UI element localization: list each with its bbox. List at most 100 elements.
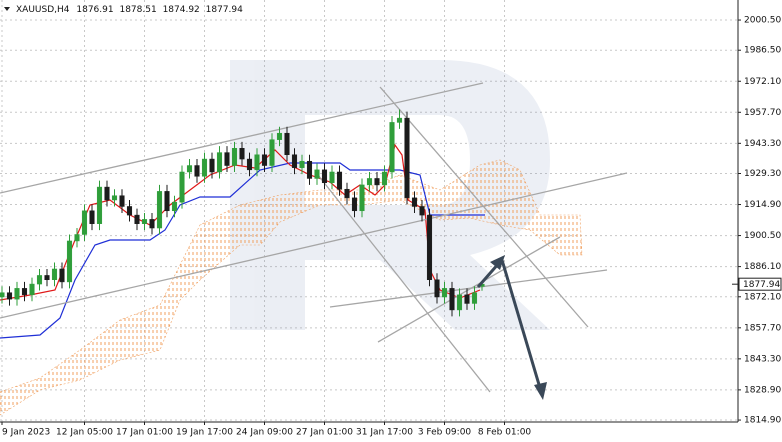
symbol: XAUUSD,H4: [16, 5, 70, 15]
candle-body: [239, 148, 245, 160]
x-tick-label: 8 Feb 01:00: [478, 428, 532, 438]
current-price-box: [738, 277, 782, 291]
x-tick-label: 3 Feb 09:00: [418, 428, 472, 438]
candle-body: [306, 160, 313, 179]
candle-body: [366, 178, 373, 186]
candle-body: [194, 165, 200, 177]
candle-body: [434, 279, 440, 298]
x-tick-label: 9 Jan 2023: [2, 428, 50, 438]
candle-body: [171, 201, 178, 212]
candle-body: [329, 171, 335, 184]
candle-body: [179, 171, 185, 203]
x-tick-label: 12 Jan 05:00: [56, 428, 113, 438]
y-tick-label: 1843.30: [744, 354, 781, 364]
candle-body: [141, 219, 148, 224]
candle-body: [216, 152, 223, 173]
candle-body: [81, 210, 88, 235]
y-tick-label: 1986.50: [744, 46, 781, 56]
candle-body: [51, 268, 58, 281]
x-tick-label: 17 Jan 01:00: [116, 428, 173, 438]
candle-body: [89, 210, 95, 224]
candle-body: [6, 292, 13, 300]
y-tick-label: 1957.70: [744, 108, 781, 118]
candle-body: [29, 283, 35, 296]
candle-body: [471, 292, 478, 304]
candle-body: [66, 240, 73, 283]
candle-body: [36, 275, 43, 285]
candle-body: [156, 191, 163, 229]
x-tick-label: 27 Jan 01:00: [296, 428, 353, 438]
candle-body: [74, 234, 80, 242]
y-tick-label: 1929.30: [744, 169, 781, 179]
current-price-label: 1877.94: [743, 280, 780, 290]
candle-body: [456, 294, 463, 311]
candle-body: [419, 206, 425, 216]
candle-body: [254, 154, 260, 171]
candle-body: [96, 186, 103, 224]
candle-body: [126, 206, 133, 216]
candle-body: [411, 197, 418, 207]
candle-body: [359, 184, 365, 212]
candle-body: [464, 294, 470, 304]
candle-body: [21, 288, 28, 296]
y-tick-label: 1886.10: [744, 262, 781, 272]
menu-icon[interactable]: [4, 7, 10, 11]
candle-body: [284, 132, 290, 155]
kijun-line: [0, 162, 485, 339]
forecast-arrows: [476, 255, 547, 400]
candle-body: [299, 160, 305, 168]
candle-body: [321, 169, 328, 184]
candle-body: [441, 288, 448, 298]
y-tick-label: 1828.90: [744, 385, 781, 395]
y-tick-label: 1943.30: [744, 139, 781, 149]
candle-body: [336, 171, 343, 190]
x-tick-label: 31 Jan 17:00: [356, 428, 413, 438]
candle-body: [426, 214, 433, 281]
candle-body: [134, 214, 140, 224]
candle-body: [14, 288, 20, 300]
candles: [0, 109, 485, 317]
ohlc-low: 1874.92: [163, 5, 200, 15]
candle-body: [351, 197, 358, 212]
y-tick-label: 1872.10: [744, 292, 781, 302]
candle-body: [224, 152, 230, 166]
header: XAUUSD,H4 1876.91 1878.51 1874.92 1877.9…: [16, 5, 243, 15]
candle-body: [374, 178, 380, 186]
ichimoku-cloud: [0, 159, 583, 416]
axes: 2000.50 1986.50 1972.10 1957.70 1943.30 1929.…: [1, 16, 782, 438]
ohlc-close: 1877.94: [206, 5, 243, 15]
candle-body: [381, 171, 388, 186]
candle-body: [186, 165, 193, 173]
candle-body: [231, 148, 238, 166]
candle-body: [449, 288, 455, 311]
y-tick-label: 1914.90: [744, 200, 781, 210]
candle-body: [269, 139, 275, 166]
y-tick-label: 1900.50: [744, 231, 781, 241]
candle-body: [201, 158, 208, 177]
candle-body: [404, 117, 410, 199]
candle-body: [104, 186, 110, 201]
candle-body: [246, 158, 253, 171]
candle-body: [164, 191, 170, 212]
candle-body: [111, 195, 118, 201]
candle-body: [389, 122, 395, 173]
candle-body: [44, 275, 50, 281]
ohlc-high: 1878.51: [119, 5, 156, 15]
candle-body: [344, 188, 350, 199]
candle-body: [396, 117, 403, 123]
grid: [0, 0, 738, 422]
y-tick-label: 1814.90: [744, 416, 781, 426]
x-tick-label: 19 Jan 17:00: [176, 428, 233, 438]
y-tick-label: 1972.10: [744, 77, 781, 87]
candle-body: [119, 195, 125, 207]
trend-lines: [0, 82, 628, 393]
candle-body: [59, 268, 65, 283]
candle-body: [291, 154, 298, 168]
candle-body: [261, 154, 268, 166]
y-tick-label: 2000.50: [744, 16, 781, 26]
y-tick-label: 1857.70: [744, 323, 781, 333]
candle-body: [149, 219, 155, 229]
candle-body: [209, 158, 215, 173]
candle-body: [276, 132, 283, 140]
